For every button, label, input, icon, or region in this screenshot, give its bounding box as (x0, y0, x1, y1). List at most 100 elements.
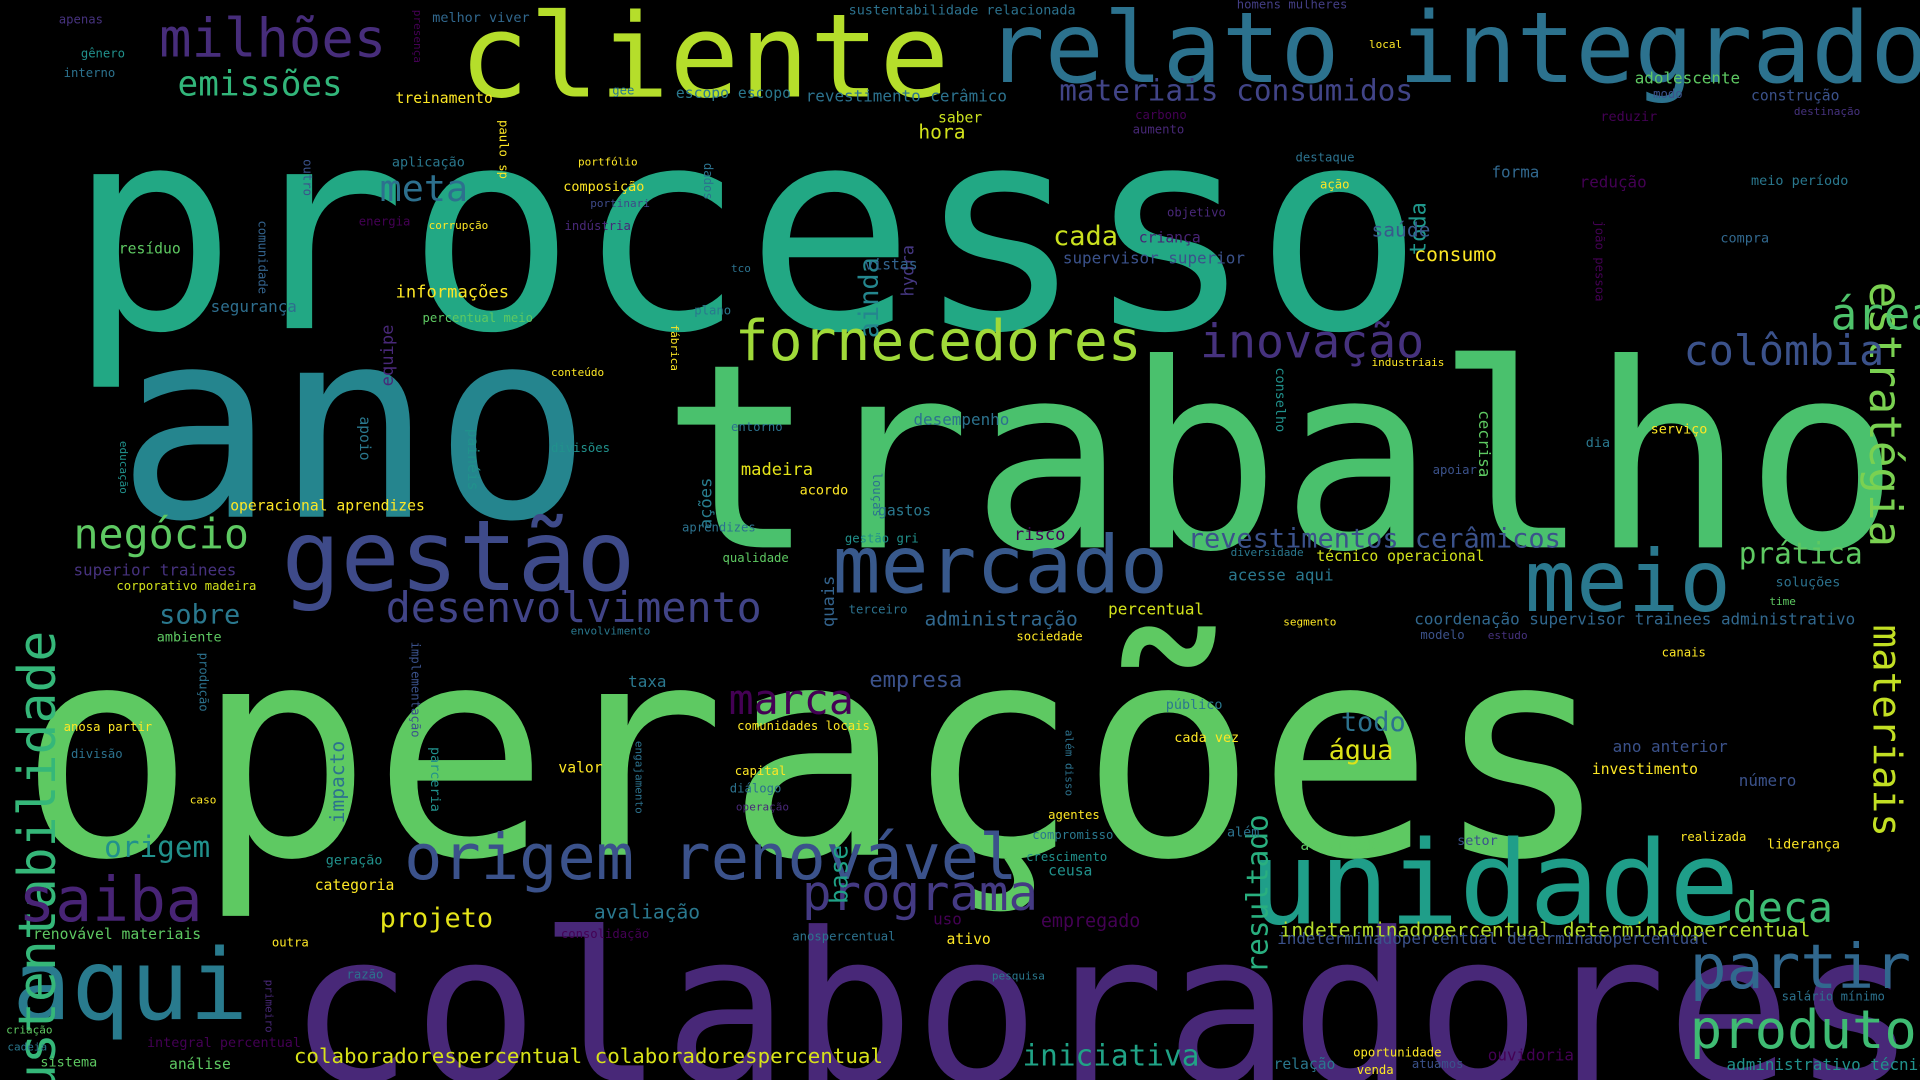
word-92: dados (700, 162, 714, 200)
word-102: compra (1720, 230, 1770, 247)
word-74: reduzir (1600, 108, 1658, 125)
word-172: realizada (1680, 831, 1747, 845)
word-80: melhor viver (432, 9, 530, 26)
word-173: liderança (1766, 836, 1840, 853)
word-114: serviço (1650, 421, 1708, 438)
word-49: coordenação supervisor trainees administ… (1414, 611, 1856, 630)
word-38: todo (1340, 707, 1406, 739)
word-143: soluções (1775, 574, 1841, 591)
word-79: sustentabilidade relacionada (848, 2, 1076, 19)
word-180: outra (271, 936, 309, 951)
word-132: acesse aqui (1228, 566, 1334, 586)
word-192: análise (168, 1055, 231, 1073)
word-89: composição (563, 178, 645, 195)
word-90: portinari (590, 198, 650, 211)
word-67: adolescente (1634, 69, 1741, 89)
word-61: criança (1138, 228, 1201, 247)
word-19: produto (1689, 999, 1917, 1062)
word-72: aumento (1132, 123, 1185, 138)
word-64: segurança (210, 298, 297, 318)
word-160: além disso (1061, 729, 1074, 797)
word-65: resíduo (118, 240, 181, 258)
word-20: desenvolvimento (385, 584, 762, 634)
word-88: portfólio (577, 156, 638, 169)
word-186: pesquisa (991, 971, 1045, 984)
word-78: homens mulheres (1236, 0, 1348, 13)
word-18: saiba (18, 864, 203, 936)
word-37: projeto (379, 903, 494, 935)
word-178: indeterminadopercentual determinadoperce… (1277, 930, 1709, 949)
word-106: plano (694, 304, 732, 319)
word-194: oportunidade (1353, 1046, 1442, 1061)
word-161: ano anterior (1612, 738, 1728, 757)
word-32: materiais consumidos (1059, 73, 1414, 108)
word-2: trabalho (661, 308, 1900, 609)
word-84: presença (410, 9, 423, 63)
word-177: empregado (1040, 909, 1141, 932)
word-94: comunidade (254, 220, 269, 295)
word-11: aqui (12, 928, 249, 1043)
word-168: ceusa (1048, 862, 1093, 880)
word-135: corporativo madeira (116, 580, 257, 594)
word-150: cada vez (1174, 729, 1240, 746)
word-162: investimento (1591, 760, 1699, 778)
word-138: envolvimento (570, 625, 651, 638)
word-30: meta (379, 167, 469, 211)
word-196: atuamos (1411, 1057, 1464, 1072)
word-60: vistas (864, 255, 918, 274)
word-158: engajamento (631, 740, 645, 814)
word-5: cliente (459, 0, 950, 125)
word-149: público (1165, 696, 1223, 713)
word-130: diversidade (1230, 547, 1304, 560)
word-148: produção (195, 652, 210, 712)
word-53: saúde (1371, 217, 1431, 242)
word-140: sociedade (1016, 630, 1083, 645)
word-198: administrativo técnico (1726, 1056, 1920, 1076)
word-185: primeiro (262, 979, 275, 1033)
word-39: água (1328, 735, 1394, 767)
word-126: risco (1013, 525, 1066, 545)
word-0: processo (67, 68, 1424, 396)
word-136: ambiente (156, 629, 222, 646)
word-151: anosa partir (63, 721, 153, 735)
word-119: painéis (464, 428, 482, 491)
word-59: equipe (378, 324, 398, 387)
word-100: redução (1579, 173, 1647, 193)
word-152: comunidades locais (737, 720, 870, 734)
word-103: objetivo (1166, 206, 1226, 221)
word-122: acordo (799, 482, 849, 499)
word-179: renovável materiais (33, 925, 202, 943)
word-27: marca (728, 675, 854, 725)
word-83: interno (63, 67, 116, 81)
word-175: categoria (314, 876, 395, 894)
word-111: divisões (551, 442, 611, 456)
word-77: local (1368, 39, 1403, 52)
word-166: compromisso (1032, 828, 1114, 843)
word-117: educação (116, 440, 129, 494)
word-66: treinamento (395, 89, 493, 107)
word-146: taxa (628, 673, 667, 692)
word-47: indeterminadopercentual determinadoperce… (1279, 918, 1811, 942)
word-191: sistema (40, 1054, 98, 1071)
word-98: ação (1320, 178, 1350, 193)
word-113: industriais (1371, 357, 1445, 370)
word-131: técnico operacional (1316, 547, 1485, 565)
word-133: percentual (1108, 601, 1205, 620)
word-82: gênero (80, 47, 126, 62)
word-8: unidade (1248, 816, 1740, 952)
word-154: parceria (427, 746, 444, 812)
word-33: revestimentos cerâmicos (1187, 524, 1561, 555)
word-144: time (1769, 596, 1796, 609)
word-125: cecrisa (1474, 410, 1493, 478)
word-14: fornecedores (734, 307, 1142, 374)
word-23: materiais (1863, 624, 1911, 837)
word-62: supervisor superior (1062, 249, 1245, 269)
word-28: deca (1732, 884, 1833, 934)
word-197: ouvidoria (1487, 1046, 1575, 1066)
word-52: hora (918, 120, 966, 144)
word-174: geração (325, 852, 383, 869)
word-9: mercado (832, 520, 1169, 613)
word-145: canais (1661, 646, 1706, 661)
word-10: meio (1524, 531, 1731, 632)
